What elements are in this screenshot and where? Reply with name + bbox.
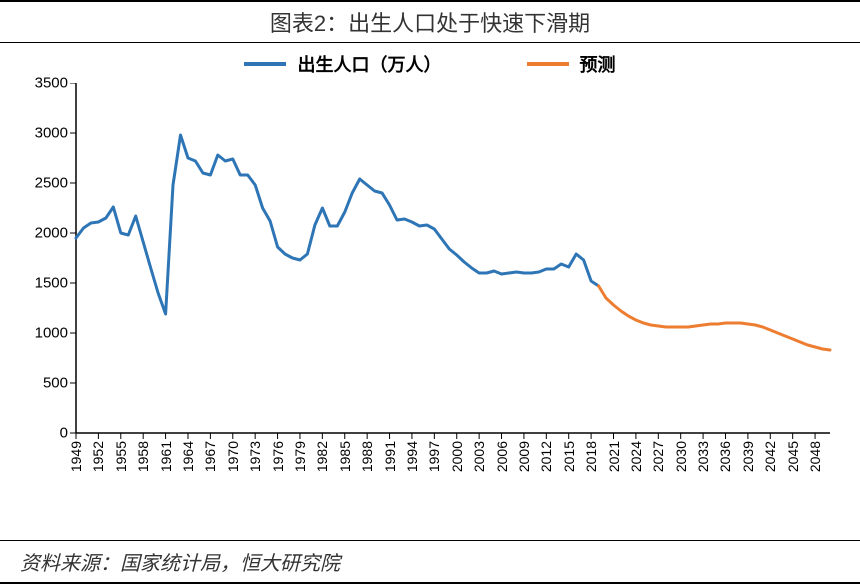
x-tick-label: 1973 (247, 441, 263, 472)
x-tick-label: 1949 (68, 441, 84, 472)
chart-title-bar: 图表2：出生人口处于快速下滑期 (0, 0, 860, 43)
x-tick-label: 1994 (404, 441, 420, 472)
x-tick-label: 1970 (225, 441, 241, 472)
legend-swatch-forecast (527, 62, 569, 66)
x-tick-label: 1955 (113, 441, 129, 472)
plot-svg (20, 83, 840, 483)
x-tick-label: 1985 (337, 441, 353, 472)
x-tick-label: 1979 (292, 441, 308, 472)
y-tick-label: 2000 (20, 225, 76, 242)
y-tick-label: 1000 (20, 325, 76, 342)
x-tick-label: 1988 (359, 441, 375, 472)
legend-swatch-historical (244, 62, 286, 66)
y-tick-label: 3500 (20, 75, 76, 92)
y-tick-label: 500 (20, 375, 76, 392)
legend-item-historical: 出生人口（万人） (244, 51, 441, 77)
x-tick-label: 2039 (740, 441, 756, 472)
chart-title: 图表2：出生人口处于快速下滑期 (270, 11, 590, 36)
chart-area: 出生人口（万人） 预测 0 500 1000 1500 2000 2500 3000 3500… (20, 49, 840, 519)
x-tick-label: 2042 (762, 441, 778, 472)
x-tick-label: 2009 (516, 441, 532, 472)
x-tick-label: 2036 (717, 441, 733, 472)
x-tick-label: 2021 (606, 441, 622, 472)
x-tick-label: 1976 (270, 441, 286, 472)
legend-label-historical: 出生人口（万人） (297, 55, 441, 75)
x-tick-label: 1997 (426, 441, 442, 472)
x-tick-label: 1964 (180, 441, 196, 472)
x-tick-label: 2045 (785, 441, 801, 472)
source-bar: 资料来源：国家统计局，恒大研究院 (0, 540, 860, 584)
x-tick-label: 2006 (494, 441, 510, 472)
y-tick-label: 3000 (20, 125, 76, 142)
x-tick-label: 2018 (583, 441, 599, 472)
x-tick-label: 2048 (807, 441, 823, 472)
y-tick-label: 1500 (20, 275, 76, 292)
x-tick-label: 1982 (314, 441, 330, 472)
legend-label-forecast: 预测 (580, 55, 616, 75)
x-tick-label: 2015 (561, 441, 577, 472)
source-text: 资料来源：国家统计局，恒大研究院 (20, 553, 340, 575)
x-tick-label: 2000 (449, 441, 465, 472)
x-tick-label: 1952 (90, 441, 106, 472)
legend-item-forecast: 预测 (527, 51, 616, 77)
x-tick-label: 2030 (673, 441, 689, 472)
x-tick-label: 1967 (202, 441, 218, 472)
x-tick-label: 2003 (471, 441, 487, 472)
x-tick-label: 2027 (650, 441, 666, 472)
y-tick-label: 2500 (20, 175, 76, 192)
x-tick-label: 2024 (628, 441, 644, 472)
x-tick-label: 1958 (135, 441, 151, 472)
x-tick-label: 1991 (382, 441, 398, 472)
legend: 出生人口（万人） 预测 (20, 49, 840, 83)
x-tick-label: 1961 (158, 441, 174, 472)
x-tick-label: 2033 (695, 441, 711, 472)
y-tick-label: 0 (20, 425, 76, 442)
x-tick-label: 2012 (538, 441, 554, 472)
plot-region: 0500100015002000250030003500194919521955… (20, 83, 840, 483)
